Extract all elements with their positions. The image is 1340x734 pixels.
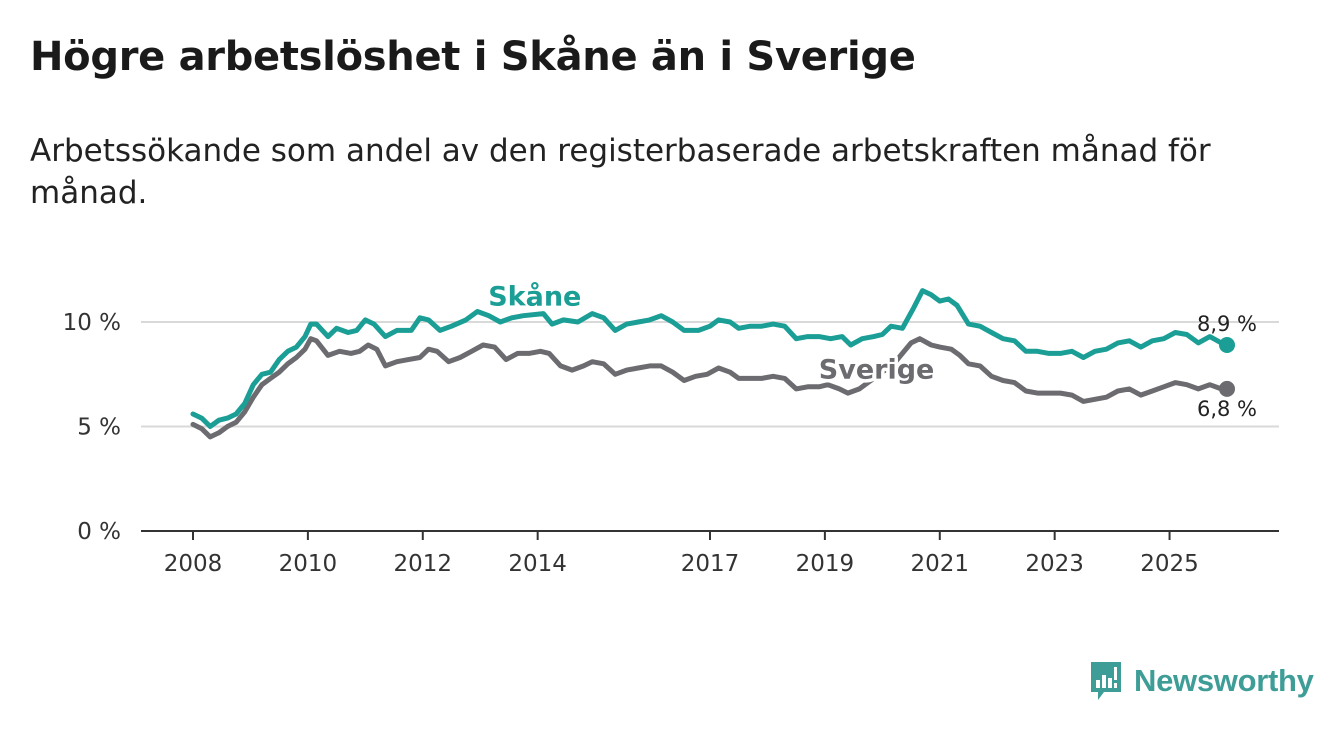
x-tick-label: 2019 — [796, 551, 855, 577]
axes: 0 % 5 % 10 % 2008 2010 2012 2014 2017 2019 2021 20… — [63, 310, 1279, 577]
series-name-label: Sverige — [819, 354, 935, 385]
x-tick-label: 2014 — [508, 551, 567, 577]
chart-labels: 6,8 % 8,9 % Skåne Sverige — [485, 277, 1257, 421]
y-tick-label: 0 % — [77, 519, 121, 545]
chart-subtitle: Arbetssökande som andel av den registerb… — [30, 133, 1211, 211]
x-tick-label: 2023 — [1025, 551, 1084, 577]
y-tick-label: 5 % — [77, 415, 121, 441]
series-end-label: 6,8 % — [1197, 397, 1257, 421]
x-tick-label: 2010 — [279, 551, 338, 577]
series-end-label: 8,9 % — [1197, 312, 1257, 336]
series-end-marker — [1219, 336, 1235, 353]
series-line-skane — [190, 288, 1230, 429]
series-lines — [190, 288, 1235, 440]
brand-name: Newsworthy — [1134, 663, 1314, 698]
x-tick-label: 2021 — [911, 551, 970, 577]
series-end-marker — [1219, 380, 1235, 397]
series-line-sverige — [190, 336, 1230, 440]
y-tick-label: 10 % — [63, 310, 121, 336]
x-tick-label: 2008 — [164, 551, 223, 577]
series-name-label: Skåne — [488, 280, 581, 312]
x-tick-label: 2012 — [394, 551, 453, 577]
newsworthy-brand: Newsworthy — [1088, 659, 1314, 703]
x-tick-label: 2017 — [681, 551, 740, 577]
newsworthy-logo-icon — [1091, 662, 1121, 700]
x-tick-label: 2025 — [1140, 551, 1199, 577]
grid-lines — [141, 321, 1279, 428]
chart-title: Högre arbetslöshet i Skåne än i Sverige — [30, 34, 916, 80]
